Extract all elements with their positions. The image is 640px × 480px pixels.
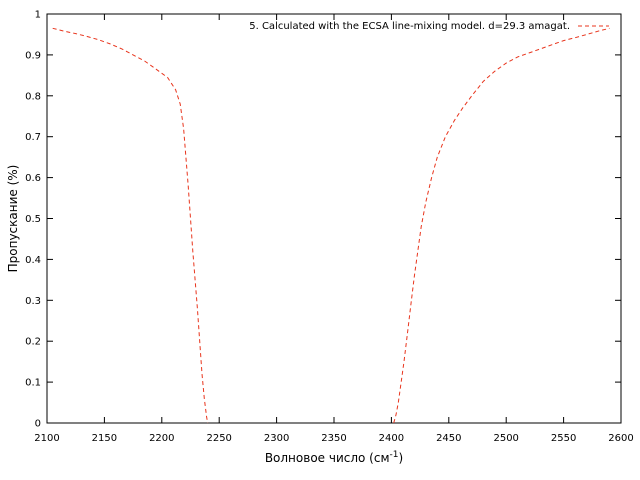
x-axis-label-superscript: -1 [390,450,399,460]
x-axis-label: Волновое число (см-1) [265,450,403,465]
x-tick-label: 2550 [551,433,576,444]
series-layer [52,27,610,424]
x-tick-label: 2600 [608,433,633,444]
plot-frame [46,13,622,424]
y-tick-label: 0 [35,419,41,430]
series-line-segment [393,27,610,424]
series-line-segment [52,27,209,424]
y-tick-label: 0.5 [25,214,41,225]
x-tick-label: 2150 [92,433,117,444]
x-axis-label-end: ) [398,451,403,465]
x-tick-label: 2100 [34,433,59,444]
y-tick-label: 0.8 [25,91,41,102]
y-tick-label: 0.4 [25,255,41,266]
x-tick-label: 2200 [149,433,174,444]
y-tick-label: 0.9 [25,50,41,61]
x-tick-label: 2400 [379,433,404,444]
y-tick-label: 0.7 [25,132,41,143]
x-tick-label: 2500 [493,433,518,444]
y-tick-label: 0.3 [25,296,41,307]
y-axis-label: Пропускание (%) [6,165,20,273]
x-tick-label: 2450 [436,433,461,444]
x-axis-label-main: Волновое число (см [265,451,390,465]
y-axis: 0 0.1 0.2 0.3 0.4 0.5 0.6 0.7 0.8 0.9 1 [25,10,621,430]
x-axis: 2100 2150 2200 2250 2300 2350 2400 2450 2500 2550… [34,14,634,444]
x-tick-label: 2250 [206,433,231,444]
x-tick-label: 2350 [321,433,346,444]
y-tick-label: 0.2 [25,337,41,348]
y-tick-label: 1 [35,10,41,21]
y-tick-label: 0.6 [25,173,41,184]
x-tick-label: 2300 [264,433,289,444]
legend-label: 5. Calculated with the ECSA line-mixing … [249,21,570,32]
y-tick-label: 0.1 [25,378,41,389]
